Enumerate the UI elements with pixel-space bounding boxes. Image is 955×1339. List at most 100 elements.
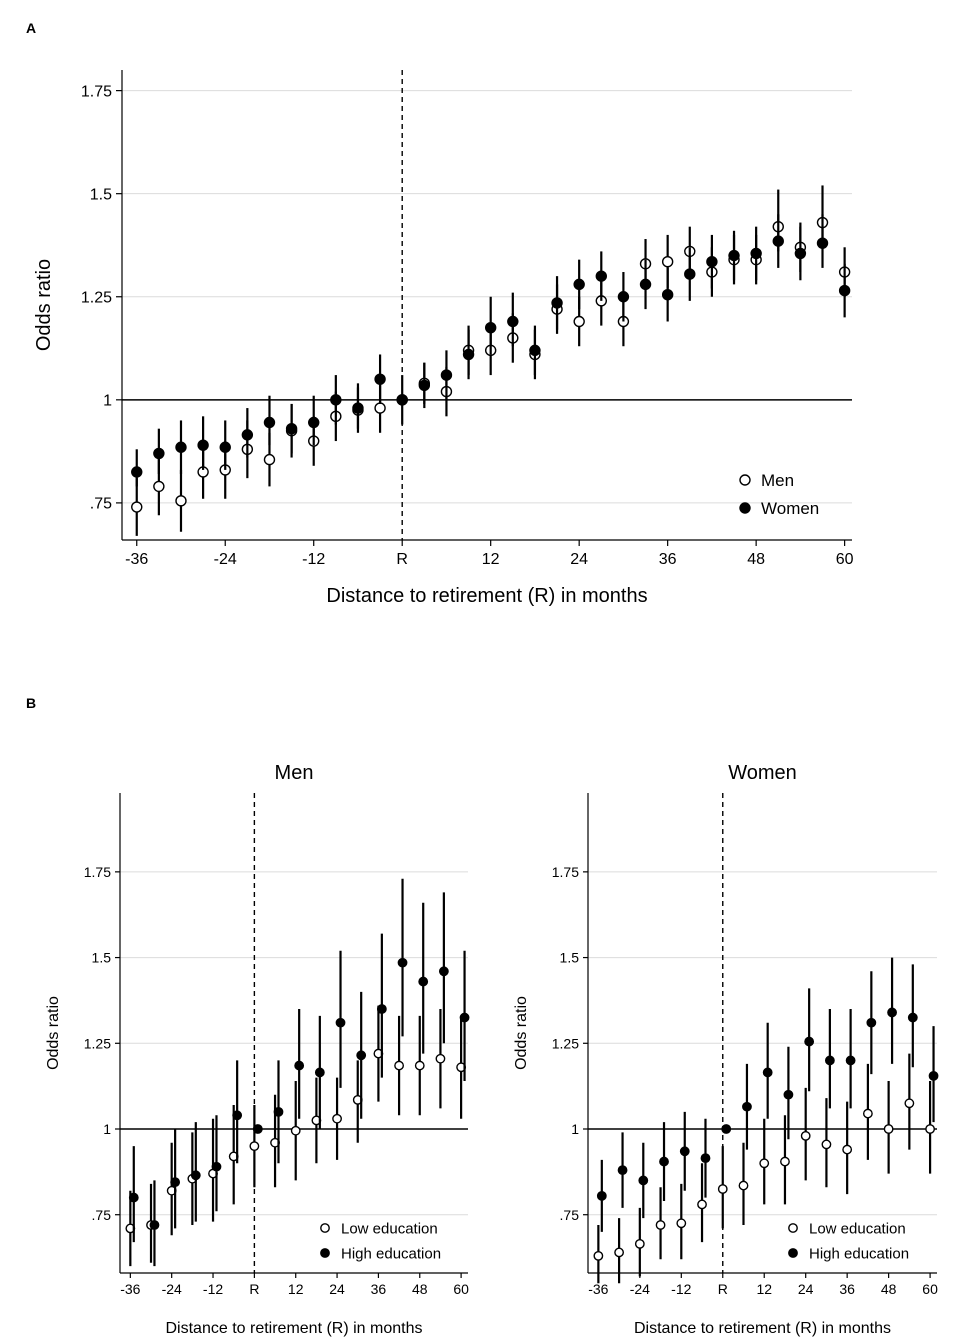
data-point-filled — [418, 976, 429, 987]
legend-marker-filled — [320, 1248, 330, 1258]
x-tick-label: R — [249, 1281, 259, 1297]
data-point-open — [842, 1144, 853, 1155]
data-point-open — [153, 480, 165, 493]
x-tick-label: -24 — [214, 551, 237, 568]
data-point-filled — [794, 247, 807, 260]
chart-panel-a: .75 1 1.25 1.5 1.75 -36 -24 -12 R 12 24 36 48 60 Dista… — [33, 70, 854, 607]
data-point-open — [394, 1060, 404, 1071]
data-point-filled — [219, 441, 231, 453]
data-point-filled — [783, 1089, 794, 1100]
data-point-open — [759, 1158, 770, 1169]
legend-marker-filled — [788, 1248, 798, 1258]
data-point-filled — [438, 966, 449, 977]
y-tick-label: .75 — [92, 1207, 112, 1223]
data-point-filled — [596, 1190, 607, 1201]
data-point-filled — [679, 1146, 690, 1157]
x-tick-label: -12 — [302, 551, 325, 568]
data-point-filled — [356, 1050, 367, 1061]
x-tick-label: -36 — [125, 551, 148, 568]
data-point-filled — [170, 1177, 181, 1188]
data-point-filled — [684, 268, 696, 280]
data-point-filled — [595, 270, 607, 282]
data-point-filled — [374, 373, 386, 385]
data-point-filled — [232, 1110, 243, 1121]
x-axis-label: Distance to retirement (R) in months — [326, 585, 647, 607]
data-point-filled — [314, 1067, 325, 1078]
data-point-open — [717, 1184, 728, 1194]
x-tick-label: 60 — [836, 551, 854, 568]
panel-label-b: B — [26, 695, 36, 711]
data-point-open — [290, 1125, 301, 1136]
legend-label: Women — [761, 499, 819, 518]
chart-title: Women — [728, 762, 797, 784]
data-point-open — [821, 1139, 832, 1150]
legend-marker-filled — [739, 502, 751, 514]
data-point-filled — [396, 394, 408, 406]
data-point-open — [697, 1199, 707, 1210]
data-point-open — [414, 1060, 425, 1071]
data-point-filled — [484, 321, 497, 334]
x-tick-label: 36 — [371, 1281, 387, 1297]
data-point-open — [883, 1124, 894, 1134]
data-point-filled — [661, 288, 674, 301]
data-point-filled — [750, 247, 762, 260]
x-tick-label: 12 — [756, 1281, 772, 1297]
data-point-open — [661, 256, 674, 268]
data-point-filled — [928, 1070, 939, 1081]
data-point-filled — [845, 1055, 856, 1066]
legend-label: High education — [809, 1245, 909, 1262]
x-tick-label: 12 — [482, 551, 500, 568]
y-tick-label: 1.5 — [92, 950, 112, 966]
y-tick-label: 1.25 — [84, 1035, 111, 1051]
legend-label: High education — [341, 1245, 441, 1262]
data-point-filled — [211, 1161, 222, 1172]
data-point-open — [332, 1113, 342, 1124]
data-point-filled — [462, 348, 475, 361]
data-point-filled — [273, 1106, 284, 1117]
y-tick-label: 1.25 — [81, 290, 112, 307]
data-point-open — [131, 501, 143, 513]
y-tick-label: 1.25 — [552, 1035, 579, 1051]
x-tick-label: 60 — [922, 1281, 938, 1297]
x-tick-label: 12 — [288, 1281, 304, 1297]
legend-marker-open — [788, 1223, 798, 1233]
data-point-filled — [762, 1067, 773, 1078]
data-point-open — [780, 1156, 790, 1167]
data-point-filled — [617, 291, 630, 303]
legend-marker-open — [320, 1223, 330, 1233]
data-point-filled — [728, 249, 740, 262]
y-tick-label: 1.75 — [84, 864, 111, 880]
data-point-filled — [573, 278, 585, 291]
legend-label: Men — [761, 471, 794, 490]
data-point-filled — [285, 422, 298, 435]
data-point-open — [374, 402, 386, 414]
data-point-filled — [742, 1101, 752, 1112]
y-tick-label: .75 — [560, 1207, 580, 1223]
data-point-filled — [772, 235, 784, 247]
data-point-filled — [352, 402, 364, 414]
data-point-filled — [907, 1012, 918, 1023]
y-tick-label: 1.75 — [552, 864, 579, 880]
chart-panel-b-men: .75 1 1.25 1.5 1.75 -36 -24 -12 R 12 24 36 48 60 Dista… — [45, 762, 470, 1337]
y-tick-label: .75 — [90, 496, 112, 513]
legend-label: Low education — [809, 1220, 906, 1237]
x-tick-label: 36 — [659, 551, 677, 568]
data-point-filled — [153, 447, 165, 460]
data-point-filled — [804, 1036, 815, 1047]
data-point-filled — [131, 466, 143, 478]
data-point-filled — [252, 1124, 263, 1134]
data-point-filled — [241, 429, 254, 441]
x-tick-label: 24 — [570, 551, 588, 568]
data-point-open — [573, 315, 585, 328]
data-point-open — [593, 1250, 604, 1261]
data-point-filled — [866, 1017, 877, 1028]
y-tick-label: 1 — [103, 1121, 111, 1137]
data-point-filled — [706, 256, 718, 268]
data-point-open — [614, 1247, 624, 1258]
chart-panel-b-women: .75 1 1.25 1.5 1.75 -36 -24 -12 R 12 24 36 48 60 Dista… — [513, 762, 939, 1337]
data-point-filled — [551, 297, 563, 309]
data-point-filled — [617, 1165, 628, 1176]
y-tick-label: 1 — [571, 1121, 579, 1137]
data-point-filled — [838, 284, 851, 297]
